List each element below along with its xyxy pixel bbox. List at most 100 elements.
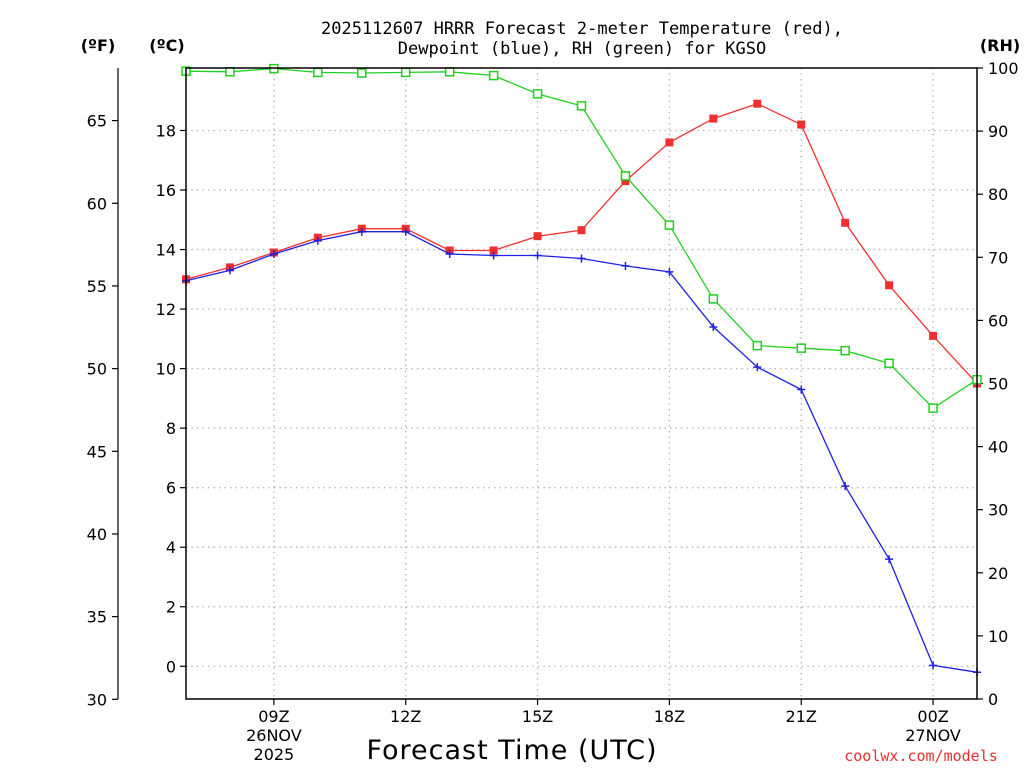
celsius-tick-label: 10 [156,360,176,379]
fahrenheit-tick-label: 45 [87,442,107,461]
dewpoint-point [445,250,454,259]
dewpoint-point [357,227,366,236]
rh-point [752,340,763,351]
time-tick-label: 12Z [390,707,421,726]
rh-point [532,89,543,99]
dewpoint-point [577,254,586,263]
celsius-tick-label: 0 [166,657,176,676]
dewpoint-point [929,661,938,670]
credit-text: coolwx.com/models [844,747,998,765]
fahrenheit-tick-label: 50 [87,360,107,379]
dewpoint-point [753,363,762,372]
dewpoint-point [313,236,322,245]
2-meter-temperature-point [841,218,850,227]
fahrenheit-tick-label: 40 [87,525,107,544]
rh-tick-label: 10 [988,627,1008,646]
fahrenheit-tick-label: 35 [87,608,107,627]
rh-point [664,220,675,230]
rh-point [488,70,499,81]
rh-point [444,67,455,77]
rh-point [928,403,938,413]
rh-point [840,345,850,356]
time-tick-label: 09Z [258,707,289,726]
celsius-tick-label: 12 [156,300,176,319]
series-dewpoint [182,227,981,677]
dewpoint-point [269,250,278,259]
rh-tick-label: 100 [988,59,1019,78]
time-tick-label: 21Z [786,707,817,726]
rh-tick-label: 90 [988,122,1008,141]
celsius-tick-label: 18 [156,122,176,141]
dewpoint-point [709,322,718,331]
time-tick-date: 27NOV [905,726,961,745]
celsius-tick-label: 8 [166,419,176,438]
rh-tick-label: 60 [988,311,1008,330]
celsius-tick-label: 14 [156,241,176,260]
rh-point [576,101,587,111]
time-tick-date: 26NOV [246,726,302,745]
2-meter-temperature-point [797,120,806,129]
celsius-axis: 0 2 4 6 8 10 12 14 16 18 [156,122,186,676]
rh-tick-label: 30 [988,501,1008,520]
unit-label-fahrenheit: (ºF) [81,36,116,55]
2-meter-temperature-point [929,331,938,340]
rh-point [796,343,806,353]
rh-tick-label: 50 [988,375,1008,394]
dewpoint-point [401,227,410,236]
fahrenheit-tick-label: 30 [87,690,107,709]
rh-line [185,67,978,409]
series-rh [181,63,982,413]
rh-point [620,171,631,181]
series-2-meter-temperature [182,99,981,388]
celsius-tick-label: 2 [166,598,176,617]
rh-point [357,68,367,78]
rh-point [400,67,411,78]
celsius-tick-label: 4 [166,538,176,557]
dewpoint-point [885,555,894,564]
dewpoint-point [621,261,630,270]
2-meter-temperature-line [185,102,978,384]
2-meter-temperature-point [709,114,718,123]
rh-axis: 0 10 20 30 40 50 60 70 80 90 100 [977,59,1019,709]
dewpoint-point [533,251,542,260]
dewpoint-point [225,266,234,275]
rh-tick-label: 80 [988,185,1008,204]
gridlines [186,68,977,699]
2-meter-temperature-point [489,246,498,255]
fahrenheit-tick-label: 55 [87,277,107,296]
dewpoint-point [665,267,674,276]
rh-tick-label: 70 [988,248,1008,267]
2-meter-temperature-point [665,138,674,147]
dewpoint-point [489,251,498,260]
rh-point [708,294,719,304]
time-tick-year: 2025 [254,745,295,764]
unit-label-rh: (RH) [980,36,1020,55]
2-meter-temperature-point [753,99,762,108]
rh-tick-label: 20 [988,564,1008,583]
2-meter-temperature-point [577,226,586,235]
rh-tick-label: 0 [988,690,998,709]
2-meter-temperature-point [885,281,894,290]
dewpoint-point [797,385,806,394]
plot-frame [185,67,978,700]
chart-title: 2025112607 HRRR Forecast 2-meter Tempera… [321,19,843,39]
celsius-tick-label: 6 [166,479,176,498]
x-axis-label: Forecast Time (UTC) [366,735,657,766]
rh-point [225,67,235,77]
celsius-tick-label: 16 [156,181,176,200]
plot-series [181,63,982,677]
rh-point [884,358,894,369]
2-meter-temperature-point [621,177,630,186]
fahrenheit-axis: 30 35 40 45 50 55 60 65 [87,68,119,709]
time-tick-label: 18Z [654,707,685,726]
fahrenheit-tick-label: 60 [87,194,107,213]
fahrenheit-tick-label: 65 [87,112,107,131]
rh-tick-label: 40 [988,438,1008,457]
chart-subtitle: Dewpoint (blue), RH (green) for KGSO [398,39,766,59]
dewpoint-point [841,482,850,491]
time-tick-label: 15Z [522,707,553,726]
2-meter-temperature-point [533,232,542,241]
time-tick-label: 00Z [917,707,948,726]
